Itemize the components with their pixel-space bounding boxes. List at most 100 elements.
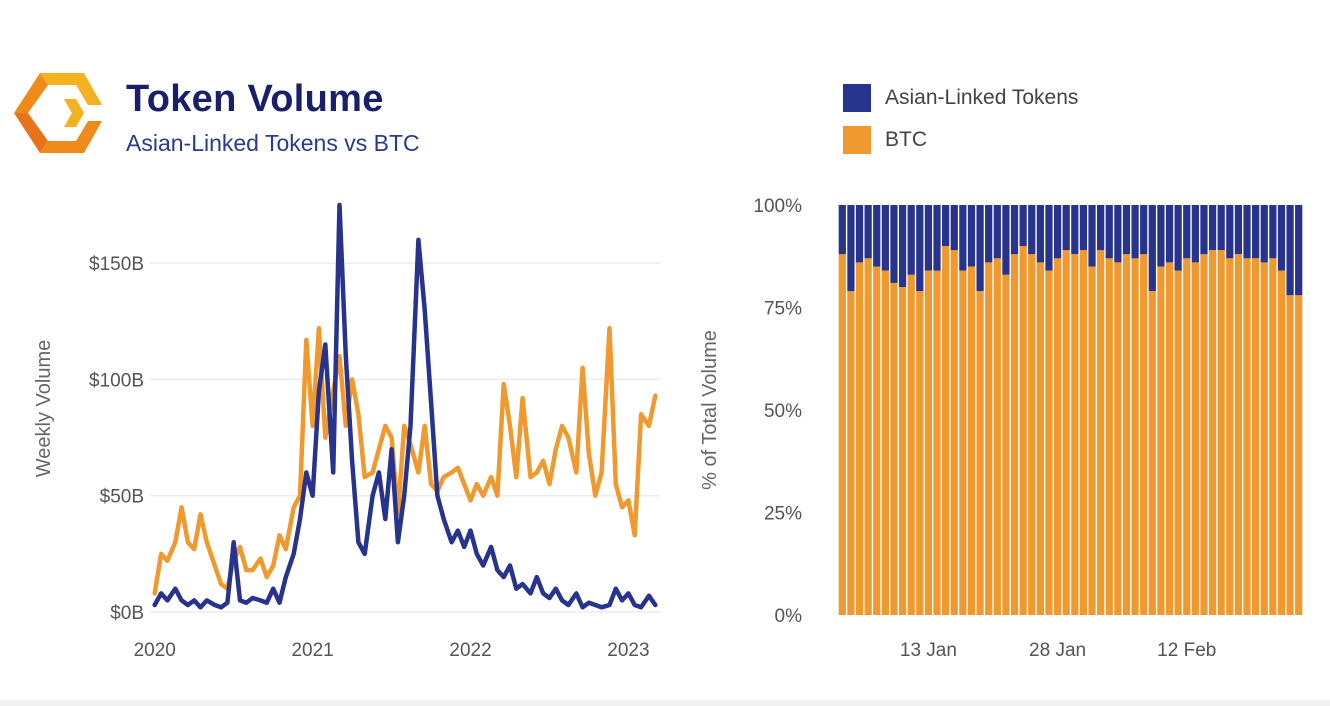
bar-asian-linked-tokens <box>898 205 907 287</box>
series-line-asian-linked-tokens <box>152 202 658 610</box>
bar-btc <box>907 274 915 615</box>
bar-btc <box>942 246 950 615</box>
bar-btc <box>1079 250 1088 615</box>
bar-btc <box>1140 254 1148 615</box>
bar-asian-linked-tokens <box>1208 205 1217 251</box>
legend-swatch-asian <box>843 84 871 112</box>
bar-btc <box>1088 266 1096 615</box>
bar-asian-linked-tokens <box>916 205 924 292</box>
bar-btc <box>847 291 855 615</box>
bar-btc <box>1286 295 1294 615</box>
bar-btc <box>864 258 872 615</box>
bar-asian-linked-tokens <box>1010 205 1019 255</box>
bar-asian-linked-tokens <box>976 205 984 292</box>
y-tick-label: 0% <box>775 606 803 627</box>
bar-btc <box>916 291 924 615</box>
bar-btc <box>1062 250 1070 615</box>
bar-btc <box>1019 246 1027 615</box>
bar-btc <box>1191 262 1199 615</box>
x-tick-label: 28 Jan <box>1029 640 1086 661</box>
series-line-btc <box>152 326 658 596</box>
bar-asian-linked-tokens <box>1071 205 1079 255</box>
y-tick-label: $150B <box>89 254 144 275</box>
bar-asian-linked-tokens <box>881 205 889 271</box>
bar-asian-linked-tokens <box>1019 205 1027 246</box>
bar-asian-linked-tokens <box>967 205 976 267</box>
page-subtitle: Asian-Linked Tokens vs BTC <box>126 130 420 156</box>
bar-asian-linked-tokens <box>907 205 915 275</box>
bar-btc <box>933 270 941 615</box>
bar-btc <box>1002 274 1010 615</box>
bar-btc <box>1295 295 1303 615</box>
bar-asian-linked-tokens <box>1114 205 1122 263</box>
y-axis-title: % of Total Volume <box>699 330 721 490</box>
legend-label-asian: Asian-Linked Tokens <box>885 86 1079 109</box>
bar-btc <box>1226 258 1234 615</box>
bar-btc <box>1131 258 1139 615</box>
bar-asian-linked-tokens <box>1252 205 1260 259</box>
y-tick-label: $0B <box>110 603 144 624</box>
bar-btc <box>1114 262 1122 615</box>
bar-asian-linked-tokens <box>864 205 872 259</box>
bar-asian-linked-tokens <box>1295 205 1303 296</box>
legend-label-btc: BTC <box>885 128 927 151</box>
bar-btc <box>1036 262 1044 615</box>
x-tick-label: 2023 <box>607 640 649 661</box>
bar-asian-linked-tokens <box>1053 205 1062 259</box>
bar-btc <box>993 258 1001 615</box>
page-title: Token Volume <box>126 78 384 120</box>
bar-btc <box>1157 266 1165 615</box>
bar-asian-linked-tokens <box>1217 205 1225 251</box>
legend: Asian-Linked Tokens BTC <box>843 84 1078 168</box>
bar-asian-linked-tokens <box>890 205 898 283</box>
bar-asian-linked-tokens <box>1148 205 1156 292</box>
bar-asian-linked-tokens <box>1140 205 1148 255</box>
bar-btc <box>1183 258 1191 615</box>
legend-item-asian: Asian-Linked Tokens <box>843 84 1078 112</box>
bar-asian-linked-tokens <box>1183 205 1191 259</box>
bar-asian-linked-tokens <box>993 205 1001 259</box>
bar-asian-linked-tokens <box>985 205 993 263</box>
bar-asian-linked-tokens <box>1191 205 1199 263</box>
y-tick-label: 50% <box>764 401 802 422</box>
x-tick-label: 12 Feb <box>1157 640 1216 661</box>
bar-btc <box>1010 254 1019 615</box>
bar-btc <box>890 282 898 615</box>
y-tick-label: 75% <box>764 299 802 320</box>
bar-btc <box>898 287 907 615</box>
bar-asian-linked-tokens <box>1045 205 1053 271</box>
bar-asian-linked-tokens <box>838 205 846 255</box>
bar-btc <box>1071 254 1079 615</box>
bar-asian-linked-tokens <box>1226 205 1234 259</box>
bar-asian-linked-tokens <box>1260 205 1268 263</box>
bar-btc <box>1045 270 1053 615</box>
y-tick-label: 100% <box>753 196 802 217</box>
y-tick-label: 25% <box>764 504 802 525</box>
legend-swatch-btc <box>843 126 871 154</box>
bar-asian-linked-tokens <box>1088 205 1096 267</box>
bar-btc <box>1234 254 1243 615</box>
y-tick-label: $50B <box>100 487 144 508</box>
x-tick-label: 2021 <box>291 640 333 661</box>
bar-btc <box>959 270 967 615</box>
bar-asian-linked-tokens <box>1105 205 1113 259</box>
bar-btc <box>1105 258 1113 615</box>
bar-btc <box>1252 258 1260 615</box>
bar-asian-linked-tokens <box>873 205 881 267</box>
bar-btc <box>1165 262 1174 615</box>
x-tick-label: 2022 <box>449 640 491 661</box>
bar-asian-linked-tokens <box>1036 205 1044 263</box>
bar-asian-linked-tokens <box>1062 205 1070 251</box>
bar-asian-linked-tokens <box>1286 205 1294 296</box>
bar-btc <box>873 266 881 615</box>
bar-asian-linked-tokens <box>942 205 950 246</box>
bar-btc <box>881 270 889 615</box>
bar-btc <box>855 262 864 615</box>
bar-btc <box>1028 254 1036 615</box>
bar-asian-linked-tokens <box>1200 205 1208 255</box>
bar-asian-linked-tokens <box>1174 205 1182 271</box>
bar-btc <box>976 291 984 615</box>
logo-icon <box>14 73 102 153</box>
bar-btc <box>1260 262 1268 615</box>
